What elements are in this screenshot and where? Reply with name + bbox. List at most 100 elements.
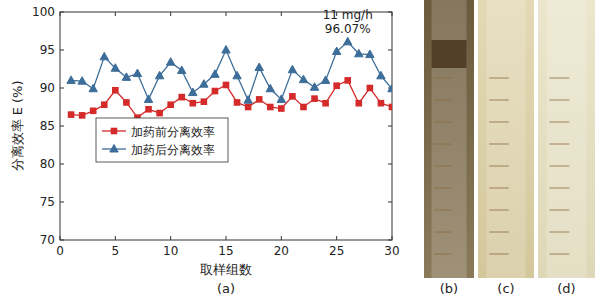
scale-line xyxy=(549,254,569,255)
photo xyxy=(424,0,474,278)
series-marker xyxy=(145,106,152,113)
x-tick xyxy=(60,12,61,16)
y-tick xyxy=(60,50,64,51)
legend: 加药前分离效率加药后分离效率 xyxy=(96,118,228,162)
y-tick xyxy=(60,88,64,89)
series-marker xyxy=(190,100,197,107)
series-marker xyxy=(100,52,108,60)
scale-line xyxy=(549,144,569,145)
series-marker xyxy=(200,80,208,88)
series-marker xyxy=(244,96,252,104)
scale-line xyxy=(549,78,569,79)
x-tick xyxy=(170,12,171,16)
x-tick-label: 20 xyxy=(274,244,289,258)
series-line xyxy=(71,80,392,117)
cylinder xyxy=(432,0,467,278)
scale-line xyxy=(434,144,452,145)
annotation: 96.07% xyxy=(325,22,371,36)
y-tick-label: 95 xyxy=(40,43,55,57)
y-tick-label: 100 xyxy=(32,5,55,19)
x-axis-title: 取样组数 xyxy=(200,262,252,277)
panel-label: (b) xyxy=(440,281,458,296)
series-marker xyxy=(378,100,385,107)
series-marker xyxy=(234,99,241,106)
y-tick xyxy=(388,126,392,127)
series-marker xyxy=(223,82,230,89)
scale-line xyxy=(489,232,509,233)
series-marker xyxy=(178,94,185,101)
series-marker xyxy=(288,65,296,73)
x-tick xyxy=(281,236,282,240)
scale-line xyxy=(549,100,569,101)
series-marker xyxy=(67,76,75,84)
series-marker xyxy=(311,95,318,102)
legend-frame xyxy=(96,118,228,162)
annotation: 11 mg/h xyxy=(323,8,373,22)
scale-line xyxy=(434,78,452,79)
scale-line xyxy=(489,122,509,123)
x-tick-label: 15 xyxy=(218,244,233,258)
series-marker xyxy=(332,47,340,55)
y-tick xyxy=(60,12,64,13)
series-marker xyxy=(245,104,252,111)
series-marker xyxy=(278,105,285,112)
y-axis-title: 分离效率 E (%) xyxy=(10,81,25,172)
series-marker xyxy=(277,95,285,103)
series-marker xyxy=(112,87,119,94)
series-marker xyxy=(156,110,163,117)
legend-marker xyxy=(110,145,118,153)
scale-line xyxy=(434,210,452,211)
panel-label: (c) xyxy=(497,281,514,296)
series-marker xyxy=(256,96,263,103)
y-tick xyxy=(60,240,64,241)
series-marker xyxy=(89,84,97,92)
scale-line xyxy=(549,210,569,211)
panel-label: (d) xyxy=(557,281,575,296)
series-marker xyxy=(299,75,307,83)
x-tick xyxy=(336,236,337,240)
scale-line xyxy=(489,254,509,255)
scale-line xyxy=(434,188,452,189)
series-marker xyxy=(133,69,141,77)
y-tick xyxy=(388,240,392,241)
scale-line xyxy=(489,144,509,145)
scale-line xyxy=(489,166,509,167)
y-tick-label: 90 xyxy=(40,81,55,95)
series-marker xyxy=(167,101,174,108)
x-tick xyxy=(226,236,227,240)
series-marker xyxy=(68,111,75,118)
x-tick xyxy=(281,12,282,16)
series-marker xyxy=(356,100,363,107)
x-tick-label: 25 xyxy=(329,244,344,258)
y-tick xyxy=(60,164,64,165)
legend-marker xyxy=(111,128,118,135)
series-marker xyxy=(144,95,152,103)
y-tick-label: 80 xyxy=(40,157,55,171)
scale-line xyxy=(549,166,569,167)
series-marker xyxy=(101,101,108,108)
y-tick xyxy=(60,202,64,203)
cylinder xyxy=(547,0,587,278)
scale-line xyxy=(489,210,509,211)
legend-label: 加药前分离效率 xyxy=(131,125,215,139)
series-marker xyxy=(201,98,208,105)
plot-frame xyxy=(60,12,392,240)
scale-line xyxy=(434,122,452,123)
series-marker xyxy=(388,84,392,92)
series-marker xyxy=(300,104,307,111)
photo-panel xyxy=(424,0,474,278)
photo-panel xyxy=(538,0,595,278)
scale-line xyxy=(549,122,569,123)
series-marker xyxy=(377,71,385,79)
series-marker xyxy=(367,85,374,92)
cylinder xyxy=(486,0,525,278)
caption: (a) xyxy=(217,281,235,296)
series-marker xyxy=(310,83,318,91)
series-marker xyxy=(322,100,329,107)
y-tick-label: 70 xyxy=(40,233,55,247)
series-marker xyxy=(333,82,340,89)
x-tick xyxy=(392,12,393,16)
series-marker xyxy=(90,108,97,115)
series-marker xyxy=(122,73,130,81)
series-marker xyxy=(233,71,241,79)
